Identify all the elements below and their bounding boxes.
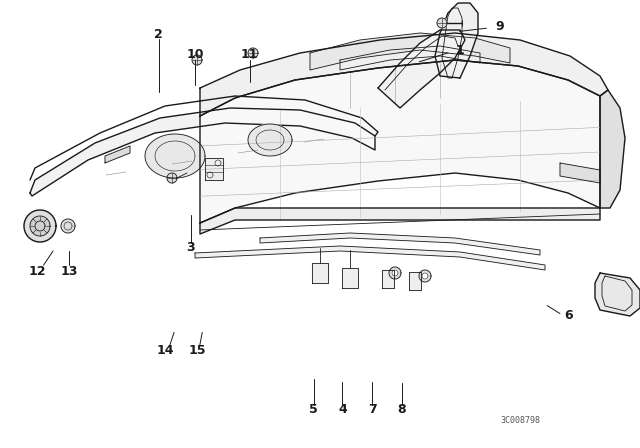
Polygon shape [342, 268, 358, 288]
Polygon shape [422, 273, 428, 279]
Polygon shape [437, 18, 447, 28]
Polygon shape [560, 163, 600, 183]
Text: 10: 10 [186, 48, 204, 61]
Text: 6: 6 [564, 309, 573, 323]
Polygon shape [24, 210, 56, 242]
Polygon shape [200, 208, 600, 234]
Polygon shape [192, 55, 202, 65]
Polygon shape [205, 158, 223, 180]
Polygon shape [105, 146, 130, 163]
Polygon shape [310, 33, 510, 70]
Polygon shape [435, 3, 478, 78]
Polygon shape [248, 124, 292, 156]
Polygon shape [312, 263, 328, 283]
Polygon shape [600, 90, 625, 208]
Text: 1: 1 [455, 43, 464, 57]
Text: 12: 12 [28, 264, 46, 278]
Text: 9: 9 [495, 20, 504, 34]
Text: 11: 11 [241, 48, 259, 61]
Polygon shape [378, 30, 465, 108]
Text: 8: 8 [397, 403, 406, 417]
Polygon shape [195, 246, 545, 270]
Polygon shape [409, 272, 421, 290]
Text: 4: 4 [338, 403, 347, 417]
Text: 14: 14 [156, 344, 174, 357]
Polygon shape [248, 48, 258, 58]
Text: 15: 15 [188, 344, 206, 357]
Polygon shape [30, 216, 50, 236]
Polygon shape [200, 33, 608, 116]
Polygon shape [167, 173, 177, 183]
Text: 13: 13 [60, 264, 78, 278]
Polygon shape [419, 270, 431, 282]
Text: 3C008798: 3C008798 [500, 415, 540, 425]
Polygon shape [595, 273, 640, 316]
Polygon shape [145, 134, 205, 178]
Polygon shape [30, 108, 375, 196]
Text: 5: 5 [309, 403, 318, 417]
Polygon shape [260, 233, 540, 255]
Text: 3: 3 [186, 241, 195, 254]
Polygon shape [200, 60, 600, 223]
Text: 2: 2 [154, 28, 163, 42]
Polygon shape [382, 270, 394, 288]
Text: 7: 7 [368, 403, 377, 417]
Polygon shape [389, 267, 401, 279]
Polygon shape [61, 219, 75, 233]
Polygon shape [392, 270, 398, 276]
